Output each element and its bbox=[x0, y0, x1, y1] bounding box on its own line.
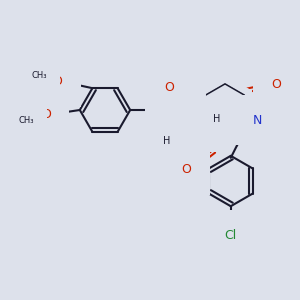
Text: O: O bbox=[41, 108, 51, 121]
Text: O: O bbox=[272, 78, 281, 91]
Text: H: H bbox=[213, 114, 220, 124]
Text: CH₃: CH₃ bbox=[19, 116, 34, 125]
Text: O: O bbox=[164, 81, 174, 94]
Text: Cl: Cl bbox=[225, 229, 237, 242]
Text: CH₃: CH₃ bbox=[32, 71, 47, 80]
Text: O: O bbox=[181, 163, 191, 176]
Text: N: N bbox=[172, 123, 182, 136]
Text: N: N bbox=[201, 120, 210, 134]
Text: O: O bbox=[52, 75, 62, 88]
Text: N: N bbox=[253, 113, 262, 127]
Text: H: H bbox=[163, 136, 170, 146]
